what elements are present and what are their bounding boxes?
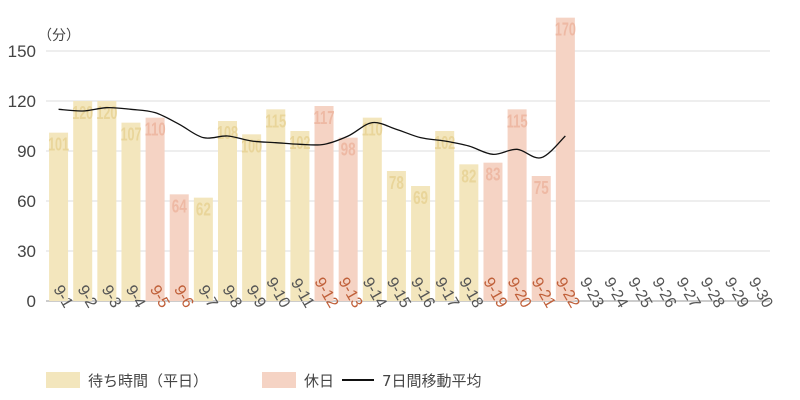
data-label: 101	[48, 135, 69, 155]
bar-weekday	[73, 101, 93, 301]
data-label: 107	[120, 125, 141, 145]
data-label: 102	[434, 133, 455, 153]
x-tick-label: 9-29	[721, 275, 752, 311]
data-label: 120	[72, 103, 93, 123]
bar-weekday	[242, 134, 262, 301]
bar-weekday	[97, 101, 117, 301]
bar-holiday	[483, 162, 503, 301]
data-label: 108	[217, 123, 238, 143]
x-tick-label: 9-25	[624, 275, 655, 311]
data-label: 102	[289, 133, 310, 153]
data-label: 69	[413, 188, 428, 208]
bar-weekday	[362, 117, 382, 302]
y-tick-label: 150	[8, 42, 36, 61]
x-tick-label: 9-23	[576, 275, 607, 311]
data-label: 75	[534, 178, 549, 198]
bar-holiday	[314, 106, 334, 301]
legend-line-moving-average	[342, 379, 374, 381]
data-label: 82	[461, 166, 476, 186]
legend-label-holiday: 休日	[304, 371, 335, 390]
y-axis-unit: （分）	[38, 28, 80, 44]
data-label: 110	[145, 120, 166, 140]
data-label: 117	[314, 108, 335, 128]
data-label: 115	[507, 111, 528, 131]
bar-holiday	[169, 194, 189, 301]
x-tick-label: 9-26	[648, 275, 679, 311]
bar-holiday	[555, 17, 575, 302]
bar-weekday	[266, 109, 286, 301]
bar-holiday	[145, 117, 165, 302]
y-tick-label: 120	[8, 92, 36, 111]
data-label: 98	[341, 140, 356, 160]
data-label: 62	[196, 200, 211, 220]
bar-weekday	[435, 131, 455, 301]
y-tick-label: 0	[27, 292, 36, 311]
bar-holiday	[531, 176, 551, 301]
legend-label-moving-average: 7日間移動平均	[382, 371, 482, 390]
legend-swatch-holiday	[262, 372, 296, 388]
x-tick-label: 9-27	[673, 275, 704, 311]
legend-item-moving-average: 7日間移動平均	[342, 368, 482, 392]
data-label: 115	[265, 111, 286, 131]
legend-label-weekday: 待ち時間（平日）	[88, 371, 209, 390]
bar-weekday	[411, 186, 431, 301]
bar-weekday	[290, 131, 310, 301]
bar-weekday	[49, 132, 69, 301]
legend-item-weekday: 待ち時間（平日）	[46, 368, 208, 392]
data-label: 120	[96, 103, 117, 123]
bar-weekday	[218, 121, 237, 301]
data-label: 170	[555, 20, 576, 40]
y-tick-label: 30	[17, 242, 36, 261]
bar-weekday	[386, 171, 406, 301]
legend-swatch-weekday	[46, 372, 80, 388]
data-label: 64	[172, 196, 187, 216]
bar-weekday	[121, 122, 141, 302]
y-tick-label: 60	[17, 192, 36, 211]
x-tick-label: 9-30	[745, 275, 776, 311]
y-tick-label: 90	[17, 142, 36, 161]
x-tick-label: 9-24	[600, 275, 631, 311]
bar-holiday	[507, 109, 527, 301]
bar-holiday	[338, 137, 358, 301]
data-label: 78	[389, 173, 404, 193]
bar-weekday	[459, 164, 479, 301]
data-label: 83	[485, 165, 500, 185]
x-tick-label: 9-28	[697, 275, 728, 311]
legend: 待ち時間（平日） 休日 7日間移動平均	[0, 368, 800, 392]
moving-average-line	[58, 106, 566, 159]
legend-item-holiday: 休日	[262, 368, 334, 392]
bar-weekday	[193, 197, 213, 301]
